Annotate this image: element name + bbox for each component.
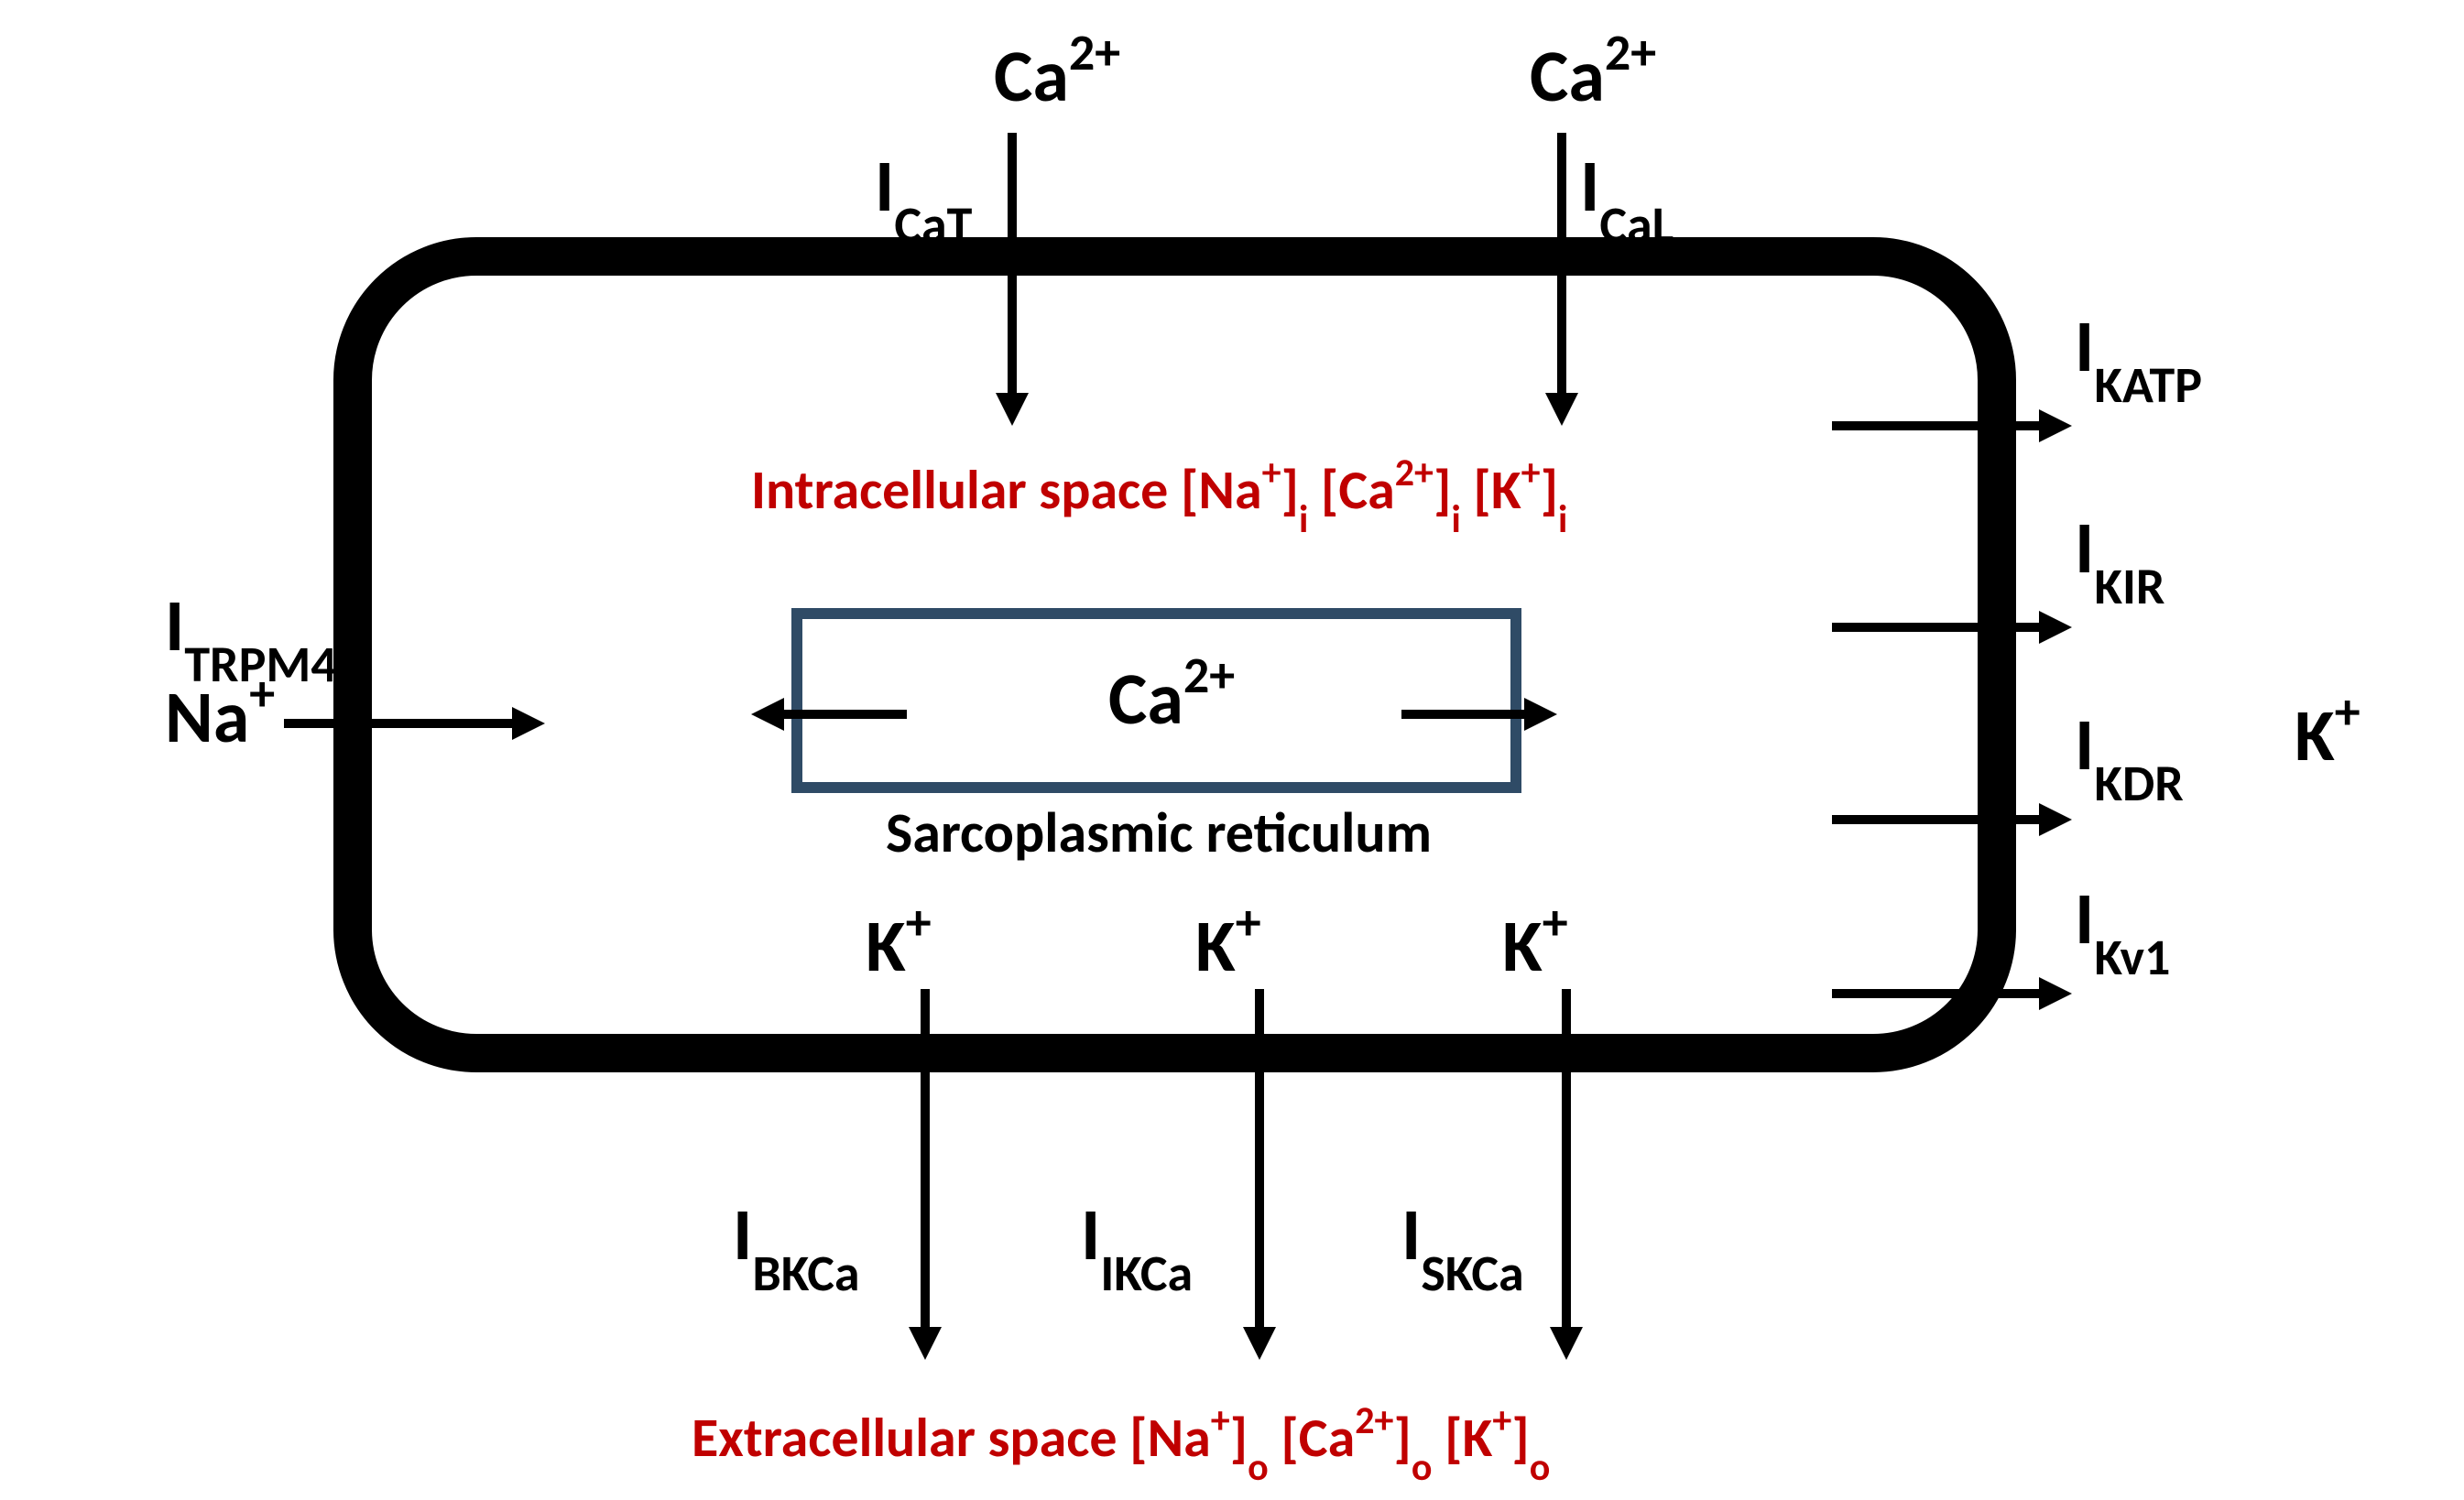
- ion-cat: Ca2+: [994, 22, 1120, 121]
- current-bkca: IBKCa: [733, 1190, 860, 1305]
- intracellular-label: Intracellular space [Na+]i [Ca2+]i [K+]i: [751, 450, 1567, 543]
- current-ikca: IIKCa: [1081, 1190, 1193, 1305]
- arrow-sr-left: [751, 698, 907, 731]
- current-katp: IKATP: [2075, 302, 2202, 417]
- arrow-trpm4: [284, 707, 545, 740]
- ion-trpm4: Na+: [165, 663, 275, 762]
- ion-ikca: K+: [1195, 892, 1261, 991]
- ion-k-right: K+: [2295, 681, 2360, 780]
- cell-diagram: Sarcoplasmic reticulumCa2+Ca2+ICaTCa2+IC…: [0, 0, 2464, 1500]
- arrow-sr-right: [1401, 698, 1557, 731]
- ion-bkca: K+: [866, 892, 932, 991]
- extracellular-label: Extracellular space [Na+]o [Ca2+]o [K+]o: [692, 1397, 1550, 1491]
- arrow-kir: [1832, 611, 2072, 644]
- ion-cal: Ca2+: [1530, 22, 1656, 121]
- ion-skca: K+: [1502, 892, 1568, 991]
- arrow-kdr: [1832, 803, 2072, 836]
- current-kir: IKIR: [2075, 504, 2164, 618]
- current-skca: ISKCa: [1401, 1190, 1524, 1305]
- current-kdr: IKDR: [2075, 701, 2184, 815]
- arrow-katp: [1832, 409, 2072, 442]
- arrow-cat: [996, 133, 1029, 426]
- sr-content: Ca2+: [1108, 645, 1235, 744]
- arrow-cal: [1545, 133, 1578, 426]
- sr-label: Sarcoplasmic reticulum: [886, 798, 1432, 867]
- current-kv1: IKv1: [2075, 875, 2170, 989]
